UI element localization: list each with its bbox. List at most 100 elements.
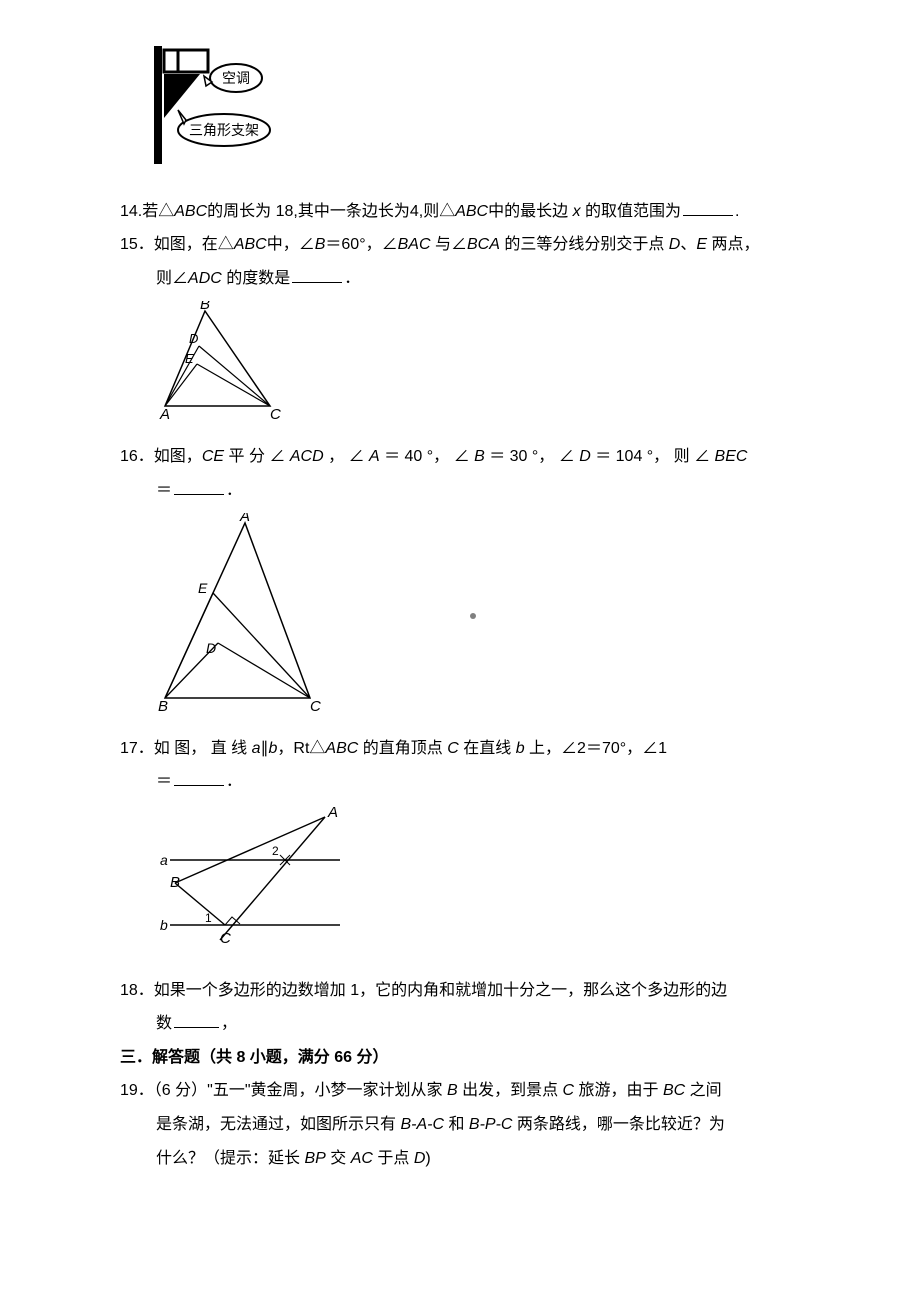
q15-t2: 中，∠ xyxy=(267,236,315,253)
q19-t3: 旅游，由于 xyxy=(574,1082,663,1099)
q15-blank xyxy=(292,266,342,283)
q15-t4: 与∠ xyxy=(431,236,467,253)
q15-line1: 15．如图，在△ABC中，∠B＝60°，∠BAC 与∠BCA 的三等分线分别交于… xyxy=(120,228,820,262)
q17-line1: 17．如 图， 直 线 a∥b，Rt△ABC 的直角顶点 C 在直线 b 上，∠… xyxy=(120,732,820,766)
q19-t5: 是条湖，无法通过，如图所示只有 xyxy=(156,1116,400,1133)
q17-t3: 的直角顶点 xyxy=(358,740,447,757)
q15-D: D xyxy=(669,236,681,253)
q18-t2: 数 xyxy=(156,1015,172,1032)
q16-blank xyxy=(174,478,224,495)
q19-t6: 和 xyxy=(444,1116,469,1133)
q15-t5: 的三等分线分别交于点 xyxy=(500,236,669,253)
q15-dot: 、 xyxy=(680,236,696,253)
q17-line2: ＝． xyxy=(120,765,820,799)
fig17-1: 1 xyxy=(205,911,212,925)
q18-t1: 18．如果一个多边形的边数增加 1，它的内角和就增加十分之一，那么这个多边形的边 xyxy=(120,982,727,999)
q16-period: ． xyxy=(226,482,242,499)
fig15-C: C xyxy=(270,406,281,421)
q17-C: C xyxy=(447,740,459,757)
q14-t4: 的取值范围为 xyxy=(585,203,681,220)
q19-BP: BP xyxy=(304,1150,325,1167)
q19-paren: ) xyxy=(425,1150,430,1167)
q16-t4: ＝ 40 °， ∠ xyxy=(380,448,474,465)
q16-D: D xyxy=(579,448,591,465)
q14-x: x xyxy=(568,203,585,220)
q15-t7: 则∠ xyxy=(156,270,188,287)
fig15-B: B xyxy=(200,301,210,313)
q17-eq: ＝ xyxy=(156,773,172,790)
fig-q13: 空调 三角形支架 xyxy=(150,46,820,189)
q16-B: B xyxy=(474,448,485,465)
q17-t5: 上，∠2＝70°，∠1 xyxy=(525,740,667,757)
q19-t2: 出发，到景点 xyxy=(458,1082,563,1099)
fig16-A: A xyxy=(239,513,250,525)
fig17-C: C xyxy=(220,930,231,947)
q17-a: a xyxy=(252,740,261,757)
q19-t1: 19．（6 分）"五一"黄金周，小梦一家计划从家 xyxy=(120,1082,447,1099)
q16-line1: 16．如图，CE 平 分 ∠ ACD ， ∠ A ＝ 40 °， ∠ B ＝ 3… xyxy=(120,440,820,474)
q16-t3: ， ∠ xyxy=(324,448,369,465)
q16-A: A xyxy=(369,448,380,465)
q17-t4: 在直线 xyxy=(459,740,516,757)
q15-adc: ADC xyxy=(188,270,222,287)
q15-t3: ＝60°，∠ xyxy=(325,236,397,253)
q16-line2: ＝． xyxy=(120,474,820,508)
q14-abc1: ABC xyxy=(174,203,207,220)
fig17-A: A xyxy=(327,805,338,821)
q18-period: ， xyxy=(221,1015,237,1032)
q15-bca: BCA xyxy=(467,236,500,253)
q19-line1: 19．（6 分）"五一"黄金周，小梦一家计划从家 B 出发，到景点 C 旅游，由… xyxy=(120,1074,820,1108)
fig-q16: A B C E D xyxy=(150,513,820,726)
q16-ce: CE xyxy=(202,448,224,465)
page: 空调 三角形支架 14.若△ABC的周长为 18,其中一条边长为4,则△ABC中… xyxy=(0,0,920,1215)
q16-t1: 16．如图， xyxy=(120,448,202,465)
q19-BC: BC xyxy=(663,1082,685,1099)
fig17-B: B xyxy=(170,874,180,891)
q19-t10: 于点 xyxy=(373,1150,414,1167)
q15-bac: BAC xyxy=(398,236,431,253)
fig15-A: A xyxy=(159,406,170,421)
fig-q15: B A C D E xyxy=(150,301,820,434)
fig17-a: a xyxy=(160,852,168,868)
q14: 14.若△ABC的周长为 18,其中一条边长为4,则△ABC中的最长边 x 的取… xyxy=(120,195,820,229)
q14-abc2: ABC xyxy=(455,203,488,220)
q15-B: B xyxy=(315,236,326,253)
q16-acd: ACD xyxy=(290,448,324,465)
q19-t9: 交 xyxy=(326,1150,351,1167)
q14-t1: 14.若△ xyxy=(120,203,174,220)
q14-t2: 的周长为 18,其中一条边长为4,则△ xyxy=(207,203,455,220)
q14-t3: 中的最长边 xyxy=(488,203,568,220)
q19-bac: B-A-C xyxy=(400,1116,444,1133)
q17-abc: ABC xyxy=(325,740,358,757)
fig-q17: a b B A C 1 2 xyxy=(150,805,820,968)
q17-blank xyxy=(174,769,224,786)
q15-t8: 的度数是 xyxy=(222,270,290,287)
fig16-D: D xyxy=(206,640,216,656)
q14-period: . xyxy=(735,203,739,220)
fig17-2: 2 xyxy=(272,844,279,858)
q19-AC: AC xyxy=(351,1150,373,1167)
ac-label: 空调 xyxy=(222,70,250,86)
fig17-b: b xyxy=(160,917,168,933)
fig16-C: C xyxy=(310,698,321,713)
fig15-D: D xyxy=(189,331,198,346)
q16-t6: ＝ 104 °， 则 ∠ xyxy=(591,448,715,465)
gray-dot xyxy=(470,613,476,619)
q19-line2: 是条湖，无法通过，如图所示只有 B-A-C 和 B-P-C 两条路线，哪一条比较… xyxy=(120,1108,820,1142)
q19-line3: 什么？（提示：延长 BP 交 AC 于点 D) xyxy=(120,1142,820,1176)
fig16-E: E xyxy=(198,580,208,596)
q19-t7: 两条路线，哪一条比较近？为 xyxy=(512,1116,724,1133)
q16-t2: 平 分 ∠ xyxy=(224,448,290,465)
q18-line1: 18．如果一个多边形的边数增加 1，它的内角和就增加十分之一，那么这个多边形的边 xyxy=(120,974,820,1008)
q19-B: B xyxy=(447,1082,458,1099)
q17-t2: ，Rt△ xyxy=(277,740,325,757)
q17-t1: 17．如 图， 直 线 xyxy=(120,740,252,757)
q15-t6: 两点， xyxy=(707,236,759,253)
q15-period: ． xyxy=(344,270,360,287)
q19-bpc: B-P-C xyxy=(469,1116,513,1133)
q16-bec: BEC xyxy=(715,448,748,465)
q15-line2: 则∠ADC 的度数是 ． xyxy=(120,262,820,296)
q16-eq: ＝ xyxy=(156,482,172,499)
section3-heading: 三．解答题（共 8 小题，满分 66 分） xyxy=(120,1041,820,1075)
q16-t5: ＝ 30 °， ∠ xyxy=(485,448,579,465)
